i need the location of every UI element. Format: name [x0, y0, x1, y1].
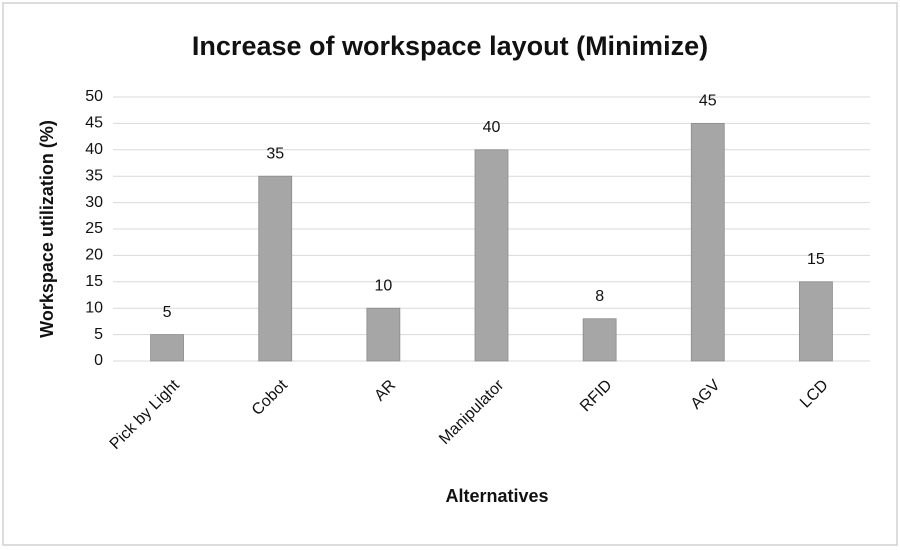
data-label: 8	[595, 288, 604, 305]
data-label: 10	[374, 277, 392, 294]
bar	[258, 175, 293, 362]
y-tick-label: 30	[85, 194, 103, 211]
data-label: 40	[483, 119, 501, 136]
bar	[690, 123, 725, 362]
y-tick-label: 25	[85, 220, 103, 237]
chart-title: Increase of workspace layout (Minimize)	[192, 31, 708, 61]
y-tick-label: 20	[85, 247, 103, 264]
data-label: 5	[163, 304, 172, 321]
data-label: 35	[266, 145, 284, 162]
y-tick-label: 40	[85, 141, 103, 158]
x-axis-title: Alternatives	[445, 486, 548, 506]
data-label: 45	[699, 93, 717, 110]
y-axis-title: Workspace utilization (%)	[37, 120, 57, 338]
y-tick-label: 5	[94, 326, 103, 343]
bar	[366, 307, 401, 362]
y-tick-label: 10	[85, 299, 103, 316]
bar	[474, 149, 509, 362]
bar	[799, 281, 833, 362]
y-tick-label: 45	[85, 115, 103, 132]
bar	[582, 318, 617, 362]
data-label: 15	[807, 251, 825, 268]
y-tick-label: 15	[85, 273, 103, 290]
y-tick-label: 0	[94, 352, 103, 369]
y-tick-label: 35	[85, 167, 103, 184]
y-tick-label: 50	[85, 88, 103, 105]
bar	[150, 334, 184, 362]
